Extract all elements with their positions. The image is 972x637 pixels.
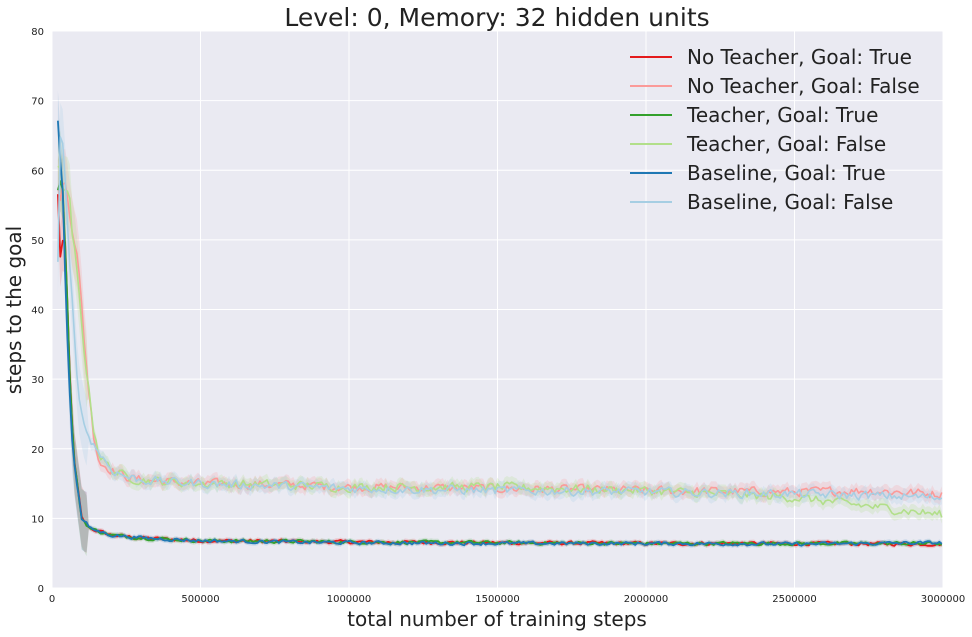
- series-lines: [57, 120, 943, 547]
- y-tick-label: 60: [31, 166, 44, 177]
- legend-label: Baseline, Goal: True: [687, 161, 886, 185]
- x-axis-label: total number of training steps: [347, 607, 647, 631]
- y-tick-label: 10: [31, 514, 44, 525]
- series-line: [57, 182, 943, 500]
- y-tick-label: 20: [31, 445, 44, 456]
- grid: [51, 30, 944, 589]
- x-tick-label: 500000: [181, 594, 219, 605]
- x-tick-label: 1500000: [475, 594, 520, 605]
- y-tick-label: 40: [31, 306, 44, 317]
- y-tick-label: 0: [38, 584, 44, 595]
- series-line: [57, 136, 943, 501]
- series-line: [57, 120, 943, 547]
- chart-title: Level: 0, Memory: 32 hidden units: [284, 3, 709, 32]
- x-tick-label: 2500000: [772, 594, 817, 605]
- x-axis-ticks: 0 500000 1000000 1500000 2000000 2500000 30000…: [49, 594, 965, 605]
- y-tick-label: 80: [31, 27, 44, 38]
- y-tick-label: 30: [31, 375, 44, 386]
- x-tick-label: 2000000: [624, 594, 669, 605]
- legend-label: Teacher, Goal: True: [686, 103, 878, 127]
- legend-label: No Teacher, Goal: False: [687, 74, 920, 98]
- legend-label: Baseline, Goal: False: [687, 190, 893, 214]
- y-axis-label: steps to the goal: [2, 226, 26, 394]
- x-tick-label: 1000000: [327, 594, 372, 605]
- y-tick-label: 50: [31, 236, 44, 247]
- x-tick-label: 0: [49, 594, 55, 605]
- legend-label: No Teacher, Goal: True: [687, 45, 912, 69]
- legend-label: Teacher, Goal: False: [686, 132, 886, 156]
- x-tick-label: 3000000: [921, 594, 966, 605]
- y-tick-label: 70: [31, 97, 44, 108]
- y-axis-ticks: 0 10 20 30 40 50 60 70 80: [31, 27, 44, 595]
- legend: No Teacher, Goal: True No Teacher, Goal: …: [630, 45, 920, 214]
